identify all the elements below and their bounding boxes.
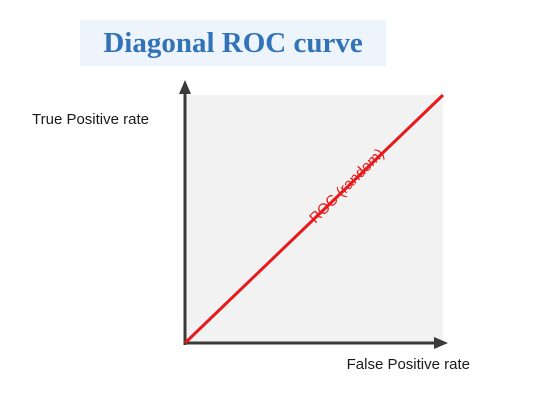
chart-title-box: Diagonal ROC curve xyxy=(80,20,386,66)
y-axis-arrowhead xyxy=(179,80,191,94)
y-axis-label: True Positive rate xyxy=(32,111,149,128)
x-axis-label: False Positive rate xyxy=(347,356,470,373)
series-line-0 xyxy=(183,93,445,345)
axes xyxy=(179,80,448,349)
x-axis-arrowhead xyxy=(434,337,448,349)
chart-title: Diagonal ROC curve xyxy=(103,26,363,59)
